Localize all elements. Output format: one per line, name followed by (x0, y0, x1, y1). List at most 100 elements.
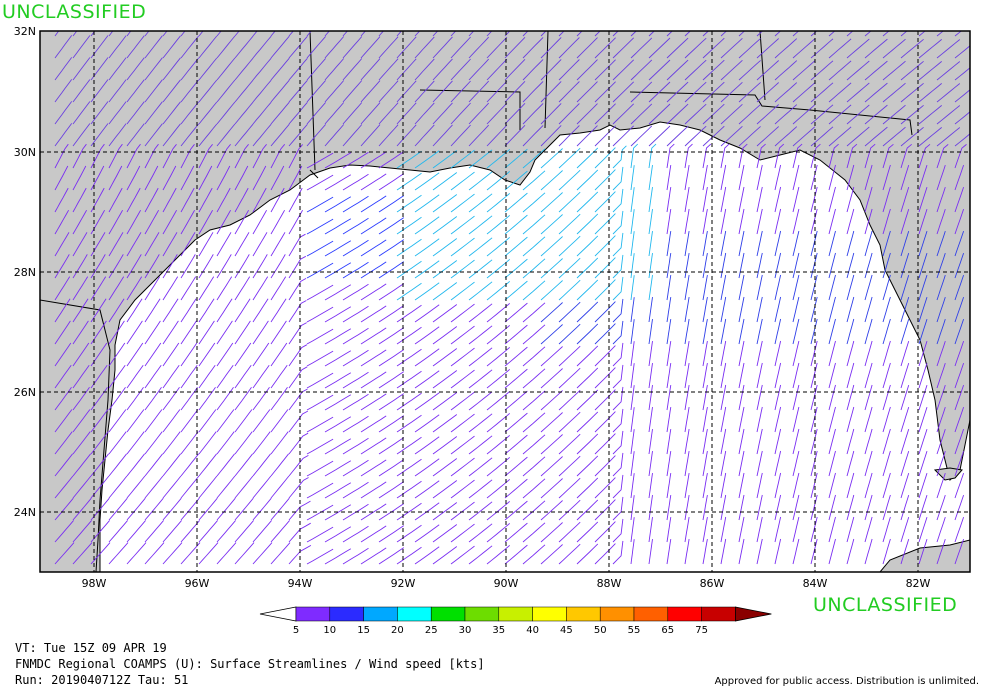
streamline (144, 143, 159, 169)
streamline (864, 406, 873, 433)
streamline (973, 106, 996, 124)
streamline (738, 472, 745, 499)
streamline (216, 453, 235, 477)
streamline (450, 413, 475, 433)
streamline (234, 298, 251, 323)
streamline (162, 187, 177, 213)
streamline (288, 124, 308, 147)
streamline (666, 429, 672, 455)
streamline (252, 144, 267, 169)
streamline (540, 236, 563, 257)
streamline (72, 254, 88, 279)
streamline (504, 80, 526, 103)
streamline (918, 406, 928, 433)
streamline (432, 150, 458, 169)
streamline (864, 384, 873, 411)
streamline (306, 262, 334, 279)
streamline (522, 214, 546, 235)
streamline (432, 524, 458, 543)
streamline (450, 31, 457, 37)
streamline (180, 165, 195, 191)
streamline (522, 368, 546, 389)
streamline (918, 252, 928, 279)
streamline (738, 38, 761, 59)
streamline (504, 434, 528, 455)
streamline (666, 539, 672, 565)
streamline (162, 276, 179, 301)
streamline (432, 326, 458, 345)
streamline (702, 473, 708, 499)
streamline (720, 59, 743, 81)
streamline (252, 165, 267, 191)
streamline (180, 187, 195, 213)
streamline (288, 31, 294, 37)
streamline (450, 479, 475, 499)
streamline (72, 232, 88, 257)
streamline (54, 409, 73, 433)
streamline (378, 195, 405, 213)
streamline (558, 543, 581, 565)
streamline (72, 364, 90, 389)
streamline (684, 451, 690, 477)
streamline (198, 342, 216, 367)
streamline (558, 433, 581, 455)
streamline (774, 274, 782, 301)
streamline (864, 274, 873, 301)
streamline (648, 209, 653, 235)
streamline (216, 232, 232, 257)
streamline (630, 341, 635, 367)
streamline (324, 80, 345, 103)
streamline (396, 36, 417, 59)
streamline (306, 80, 326, 103)
streamline (306, 240, 334, 257)
lat-lon-grid (40, 31, 970, 572)
streamline (198, 232, 214, 257)
streamline (594, 147, 616, 169)
streamline (396, 80, 417, 103)
streamline (288, 477, 309, 499)
streamline (576, 543, 599, 565)
streamline (612, 37, 635, 59)
streamline (108, 320, 125, 345)
streamline (360, 102, 381, 125)
streamline (342, 393, 369, 411)
streamline (180, 364, 198, 389)
streamline (126, 254, 142, 279)
streamline (144, 453, 163, 477)
streamline (72, 298, 89, 323)
streamline (792, 296, 800, 323)
streamline (666, 31, 673, 37)
streamline (252, 497, 272, 521)
colorbar-swatch (566, 606, 601, 622)
streamline (756, 230, 763, 257)
streamline (630, 103, 653, 125)
streamline (648, 231, 653, 257)
streamline (90, 254, 106, 279)
lon-label-96w: 96W (185, 577, 210, 590)
streamline (630, 143, 639, 169)
streamline (288, 344, 308, 367)
streamline (900, 104, 924, 125)
streamline (738, 126, 761, 147)
streamline (936, 186, 946, 213)
streamline (72, 542, 93, 565)
streamline (756, 164, 763, 191)
streamline (666, 341, 672, 367)
streamline (522, 456, 546, 477)
streamline (360, 36, 381, 59)
streamline (774, 208, 782, 235)
streamline (342, 58, 363, 81)
streamline (198, 123, 218, 147)
lat-label-30n: 30N (14, 146, 36, 159)
streamline (270, 144, 286, 169)
streamline (846, 472, 855, 499)
streamline (468, 259, 493, 279)
streamline (414, 348, 440, 367)
streamline (216, 31, 222, 37)
streamline (450, 124, 471, 147)
streamline (558, 31, 565, 37)
streamline (864, 104, 888, 125)
streamline (738, 104, 761, 125)
streamline (738, 538, 745, 565)
streamline (918, 516, 928, 543)
